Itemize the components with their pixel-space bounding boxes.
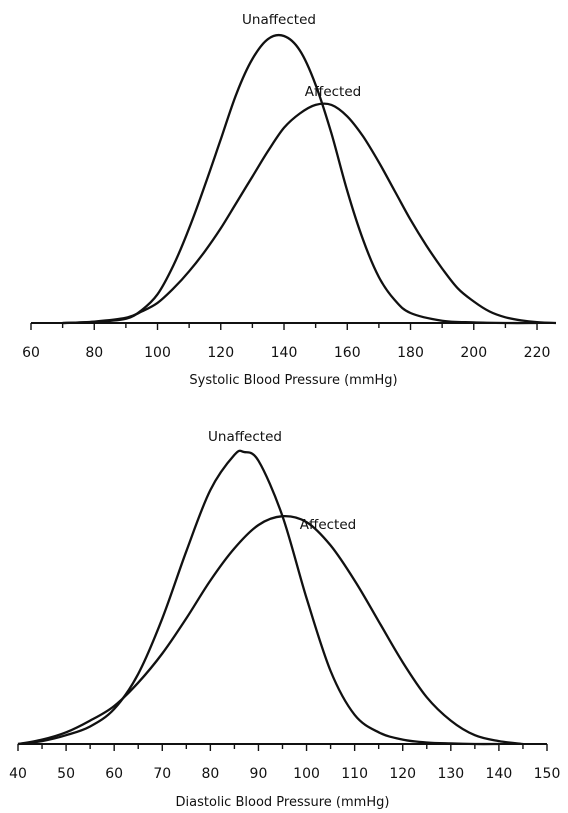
x-tick-label: 120 — [207, 345, 234, 361]
x-tick-label: 180 — [397, 345, 424, 361]
x-axis-title: Systolic Blood Pressure (mmHg) — [189, 373, 397, 388]
x-tick-label: 200 — [460, 345, 487, 361]
x-tick-label: 150 — [534, 766, 561, 782]
x-tick-label: 50 — [57, 766, 75, 782]
curve-affected — [62, 102, 557, 325]
x-tick-label: 120 — [389, 766, 416, 782]
curve-unaffected — [17, 449, 499, 746]
x-tick-label: 60 — [105, 766, 123, 782]
x-tick-label: 70 — [153, 766, 171, 782]
curve-unaffected — [62, 33, 538, 325]
curve-affected — [17, 514, 524, 746]
curve-label-affected: Affected — [300, 517, 356, 533]
curve-label-unaffected: Unaffected — [242, 12, 316, 28]
x-tick-label: 80 — [85, 345, 103, 361]
curve-label-affected: Affected — [305, 84, 361, 100]
x-tick-label: 160 — [334, 345, 361, 361]
chart-1: 60 80 100 120 140 160 180 200 220 Systolic Blood … — [22, 12, 557, 388]
x-tick-label: 140 — [486, 766, 513, 782]
x-tick-label: 130 — [437, 766, 464, 782]
x-tick-label: 140 — [271, 345, 298, 361]
x-tick-label: 220 — [524, 345, 551, 361]
x-axis-title: Diastolic Blood Pressure (mmHg) — [176, 795, 390, 810]
x-tick-label: 100 — [144, 345, 171, 361]
curve-label-unaffected: Unaffected — [208, 429, 282, 445]
x-tick-label: 90 — [250, 766, 268, 782]
x-tick-label: 40 — [9, 766, 27, 782]
x-tick-label: 80 — [201, 766, 219, 782]
x-tick-label: 100 — [293, 766, 320, 782]
x-tick-label: 110 — [341, 766, 368, 782]
x-tick-label: 60 — [22, 345, 40, 361]
chart-2: 40 50 60 70 80 90 100 110 120 130 140 150 Diastolic … — [9, 429, 560, 810]
